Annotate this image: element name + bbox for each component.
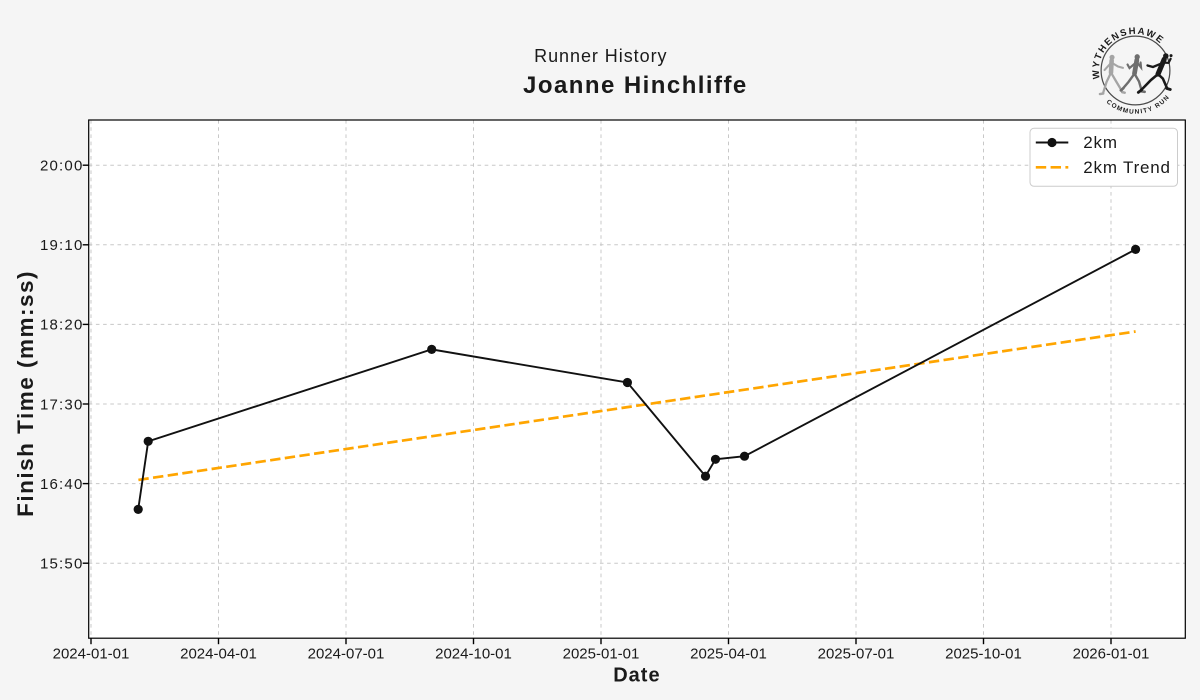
svg-text:2024-07-01: 2024-07-01 [308,646,385,663]
svg-text:2025-10-01: 2025-10-01 [945,646,1022,663]
svg-text:2025-04-01: 2025-04-01 [690,646,767,663]
svg-text:Runner History: Runner History [534,46,667,66]
svg-text:15:50: 15:50 [40,556,84,573]
svg-text:2025-01-01: 2025-01-01 [563,646,640,663]
svg-text:2024-10-01: 2024-10-01 [435,646,512,663]
svg-text:2km: 2km [1083,133,1118,152]
svg-text:Date: Date [613,665,660,687]
svg-text:2024-01-01: 2024-01-01 [53,646,130,663]
svg-text:Joanne Hinchliffe: Joanne Hinchliffe [523,72,748,99]
svg-text:2025-07-01: 2025-07-01 [818,646,895,663]
svg-text:2024-04-01: 2024-04-01 [180,646,257,663]
svg-text:18:20: 18:20 [40,317,84,334]
svg-text:16:40: 16:40 [40,476,84,493]
svg-text:17:30: 17:30 [40,396,84,413]
svg-text:2026-01-01: 2026-01-01 [1073,646,1150,663]
svg-text:Finish Time (mm:ss): Finish Time (mm:ss) [13,270,38,517]
svg-text:2km Trend: 2km Trend [1083,158,1171,177]
svg-text:20:00: 20:00 [40,158,84,175]
svg-text:19:10: 19:10 [40,237,84,254]
